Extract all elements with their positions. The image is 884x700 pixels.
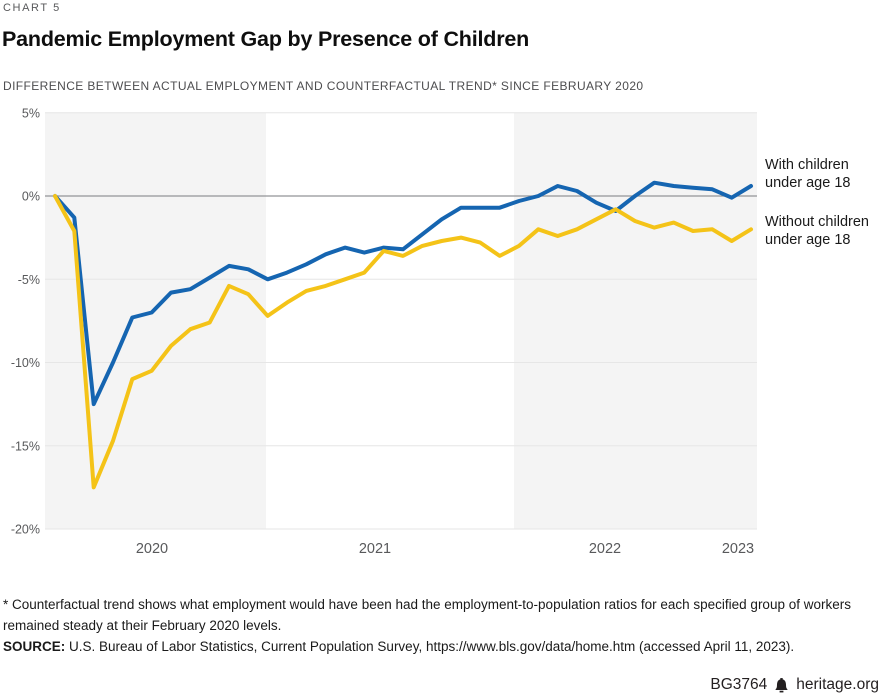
source-text: U.S. Bureau of Labor Statistics, Current… [65, 638, 795, 654]
x-tick-label: 2021 [359, 541, 391, 557]
chart-subtitle: DIFFERENCE BETWEEN ACTUAL EMPLOYMENT AND… [3, 79, 644, 93]
footnotes: * Counterfactual trend shows what employ… [3, 595, 881, 658]
y-tick-label: 5% [22, 106, 40, 120]
source-line: SOURCE: U.S. Bureau of Labor Statistics,… [3, 637, 881, 658]
series-line-with-children [53, 180, 753, 407]
y-tick-label: -10% [11, 356, 40, 370]
legend-label-line: Without children [765, 214, 869, 230]
footer: BG3764 heritage.org [710, 676, 879, 694]
legend-with-children: With children under age 18 [765, 157, 850, 192]
x-tick-label: 2023 [722, 541, 754, 557]
x-tick-label: 2020 [136, 541, 168, 557]
y-tick-label: -15% [11, 439, 40, 453]
legend-without-children: Without children under age 18 [765, 214, 869, 249]
y-tick-label: -20% [11, 523, 40, 537]
liberty-bell-icon [773, 677, 790, 694]
y-tick-label: 0% [22, 190, 40, 204]
year-band-2020 [45, 113, 266, 529]
page-title: Pandemic Employment Gap by Presence of C… [2, 27, 530, 51]
x-tick-label: 2022 [589, 541, 621, 557]
site-name: heritage.org [796, 676, 879, 693]
y-tick-label: -5% [18, 273, 40, 287]
legend-label-line: With children [765, 157, 849, 173]
chart-number: CHART 5 [3, 2, 61, 14]
chart-plot: 5% 0% -5% -10% -15% -20% 2020 2021 2022 2023 [11, 106, 757, 557]
legend-label-line: under age 18 [765, 174, 851, 191]
document-id: BG3764 [710, 676, 768, 693]
legend-label-line: under age 18 [765, 231, 851, 248]
counterfactual-note: * Counterfactual trend shows what employ… [3, 597, 851, 633]
series-line-without-children [53, 194, 753, 490]
year-band-2022 [514, 113, 757, 529]
source-label: SOURCE: [3, 638, 66, 654]
